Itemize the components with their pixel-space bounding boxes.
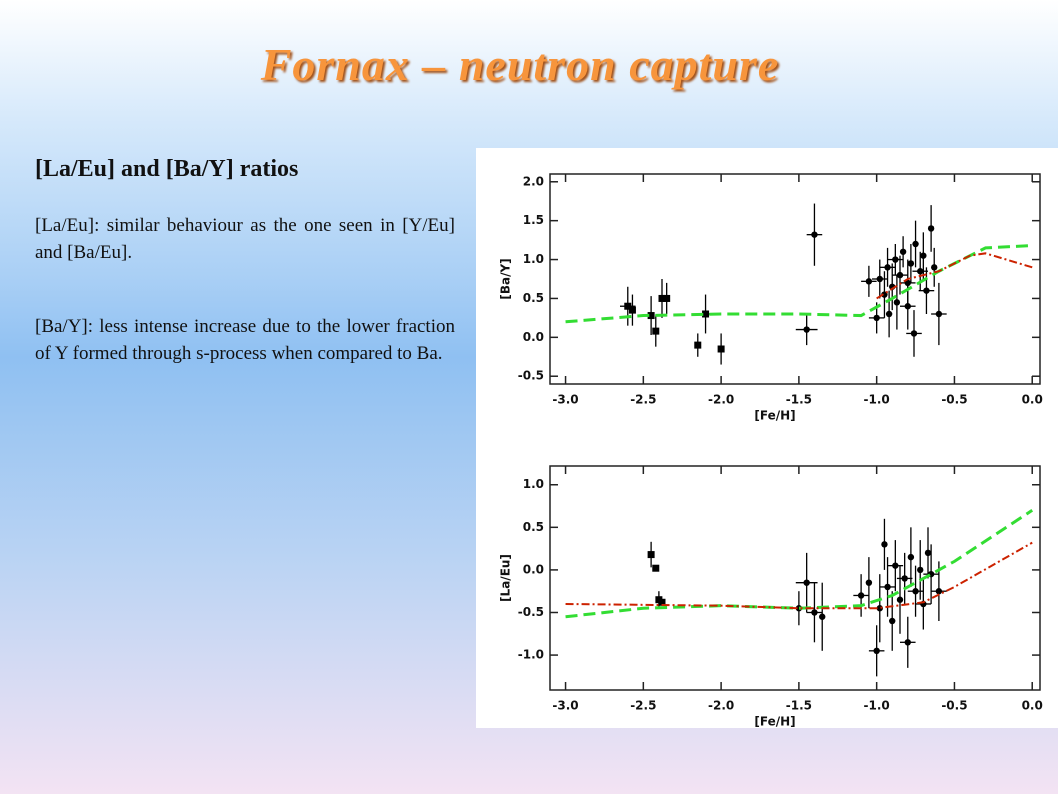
- x-tick-label: -3.0: [552, 393, 578, 407]
- point: [884, 264, 891, 271]
- x-tick-label: -1.0: [864, 699, 890, 713]
- point: [899, 248, 907, 255]
- point: [931, 264, 938, 271]
- point: [881, 291, 888, 298]
- slide-title: Fornax – neutron capture: [260, 39, 780, 90]
- point: [865, 278, 873, 285]
- point: [907, 260, 915, 267]
- point: [904, 303, 911, 310]
- point: [652, 564, 660, 572]
- point: [857, 592, 865, 599]
- point: [717, 345, 725, 353]
- x-tick-label: -0.5: [941, 393, 967, 407]
- point: [912, 240, 919, 248]
- point: [923, 287, 930, 294]
- point: [819, 613, 826, 620]
- point: [912, 588, 919, 595]
- point: [896, 271, 904, 279]
- paragraph: [Ba/Y]: less intense increase due to the…: [35, 316, 455, 364]
- y-tick-label: 2.0: [523, 174, 544, 188]
- y-tick-label: 1.0: [523, 477, 544, 491]
- x-tick-label: 0.0: [1022, 393, 1043, 407]
- x-tick-label: -2.0: [708, 699, 734, 713]
- heading: [La/Eu] and [Ba/Y] ratios: [35, 156, 299, 182]
- point: [935, 588, 943, 595]
- point: [694, 341, 702, 349]
- point: [920, 252, 927, 259]
- point: [876, 275, 883, 283]
- y-tick-label: 0.0: [523, 330, 544, 344]
- point: [917, 566, 924, 574]
- point: [935, 310, 943, 318]
- x-axis-label: [Fe/H]: [754, 715, 795, 729]
- point: [893, 299, 901, 306]
- point: [647, 551, 655, 559]
- y-tick-label: -0.5: [518, 605, 544, 619]
- point: [647, 312, 655, 320]
- x-tick-label: 0.0: [1022, 699, 1043, 713]
- point: [795, 605, 803, 612]
- x-tick-label: -1.5: [786, 393, 812, 407]
- y-tick-label: 1.5: [523, 213, 544, 227]
- x-tick-label: -2.0: [708, 393, 734, 407]
- figure: -3.0 -2.5 -2.0 -1.5 -1.0 -0.5 0.0 -0.5 0.0 0.5 1.0…: [499, 173, 1043, 729]
- model-line: [565, 541, 1033, 610]
- model-line: [876, 252, 1033, 300]
- x-tick-label: -2.5: [630, 699, 656, 713]
- point: [873, 314, 880, 322]
- point: [811, 609, 818, 616]
- point: [628, 306, 636, 314]
- y-tick-label: -0.5: [518, 369, 544, 383]
- point: [927, 225, 935, 232]
- y-tick-label: 0.5: [523, 520, 544, 534]
- y-tick-label: -1.0: [518, 648, 544, 662]
- point: [881, 541, 888, 548]
- y-tick-label: 0.0: [523, 562, 544, 576]
- point: [865, 579, 873, 586]
- point: [910, 330, 918, 337]
- y-tick-label: 1.0: [523, 252, 544, 266]
- point: [901, 575, 908, 582]
- point: [663, 294, 671, 302]
- point: [803, 326, 810, 333]
- point: [652, 327, 660, 335]
- model-line: [565, 244, 1033, 324]
- plot-frame: [549, 465, 1041, 691]
- point: [907, 553, 915, 561]
- point: [658, 598, 666, 606]
- x-tick-label: -3.0: [552, 699, 578, 713]
- x-tick-label: -0.5: [941, 699, 967, 713]
- point: [896, 596, 904, 603]
- y-tick-label: 0.5: [523, 291, 544, 305]
- point: [873, 647, 880, 655]
- x-axis-label: [Fe/H]: [754, 409, 795, 423]
- point: [885, 310, 893, 318]
- point: [917, 268, 924, 275]
- point: [624, 302, 632, 310]
- point: [702, 310, 710, 318]
- point: [892, 256, 899, 263]
- paragraph: [La/Eu]: similar behaviour as the one se…: [35, 215, 455, 263]
- point: [924, 549, 932, 557]
- point: [884, 583, 891, 591]
- model-line: [565, 509, 1034, 619]
- plot-frame: [549, 173, 1041, 385]
- point: [904, 639, 911, 646]
- x-tick-label: -1.5: [786, 699, 812, 713]
- figure-panel: -3.0 -2.5 -2.0 -1.5 -1.0 -0.5 0.0 -0.5 0.0 0.5 1.0…: [476, 148, 1058, 728]
- x-tick-label: -2.5: [630, 393, 656, 407]
- point: [892, 562, 899, 569]
- x-tick-label: -1.0: [864, 393, 890, 407]
- point: [811, 231, 818, 238]
- point: [658, 294, 666, 302]
- point: [803, 579, 810, 586]
- y-axis-label: [Ba/Y]: [499, 258, 513, 299]
- point: [889, 617, 896, 625]
- y-axis-label: [La/Eu]: [499, 554, 513, 602]
